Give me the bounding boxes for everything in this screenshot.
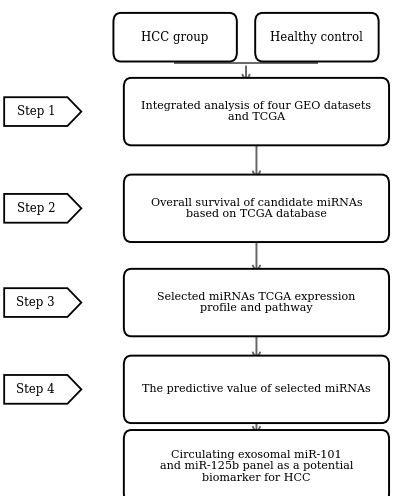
Text: Step 4: Step 4 bbox=[17, 383, 55, 396]
FancyBboxPatch shape bbox=[124, 175, 389, 242]
Text: Overall survival of candidate miRNAs
based on TCGA database: Overall survival of candidate miRNAs bas… bbox=[151, 197, 362, 219]
Text: Circulating exosomal miR-101
and miR-125b panel as a potential
biomarker for HCC: Circulating exosomal miR-101 and miR-125… bbox=[160, 450, 353, 483]
Polygon shape bbox=[4, 375, 81, 404]
FancyBboxPatch shape bbox=[124, 430, 389, 496]
Polygon shape bbox=[4, 288, 81, 317]
Text: Step 1: Step 1 bbox=[17, 105, 55, 118]
Polygon shape bbox=[4, 97, 81, 126]
Polygon shape bbox=[4, 194, 81, 223]
FancyBboxPatch shape bbox=[124, 78, 389, 145]
Text: Step 2: Step 2 bbox=[17, 202, 55, 215]
FancyBboxPatch shape bbox=[124, 269, 389, 336]
Text: Step 3: Step 3 bbox=[17, 296, 55, 309]
Text: Healthy control: Healthy control bbox=[271, 31, 363, 44]
Text: HCC group: HCC group bbox=[141, 31, 209, 44]
FancyBboxPatch shape bbox=[255, 13, 379, 62]
Text: The predictive value of selected miRNAs: The predictive value of selected miRNAs bbox=[142, 384, 371, 394]
Text: Integrated analysis of four GEO datasets
and TCGA: Integrated analysis of four GEO datasets… bbox=[141, 101, 372, 123]
Text: Selected miRNAs TCGA expression
profile and pathway: Selected miRNAs TCGA expression profile … bbox=[157, 292, 356, 313]
FancyBboxPatch shape bbox=[113, 13, 237, 62]
FancyBboxPatch shape bbox=[124, 356, 389, 423]
